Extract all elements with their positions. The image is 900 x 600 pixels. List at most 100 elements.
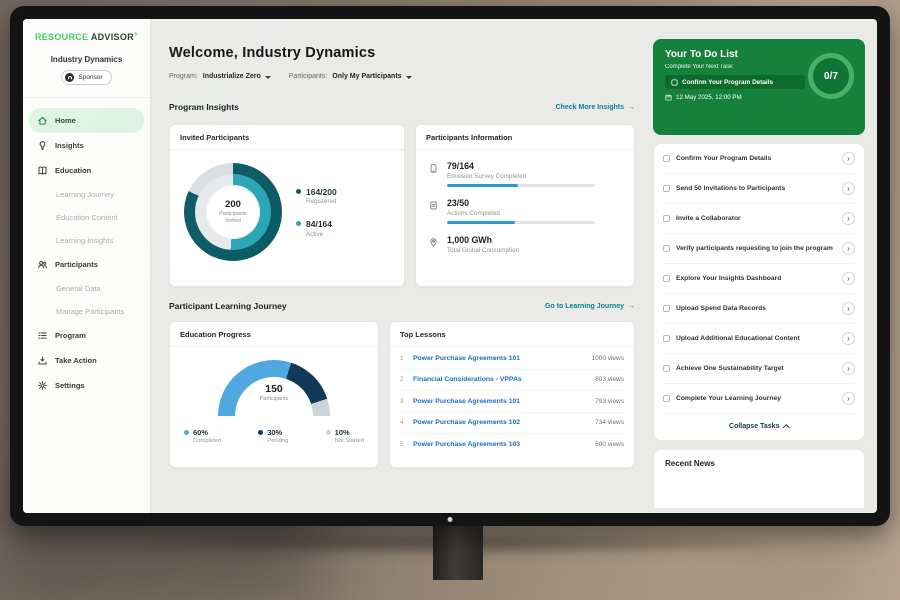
sidebar-item-participants[interactable]: Participants <box>23 252 150 277</box>
legend-dot <box>258 429 264 435</box>
app-logo: RESOURCE ADVISOR+ <box>23 31 150 42</box>
task-checkbox[interactable] <box>663 215 670 222</box>
logo-plus: + <box>133 31 139 38</box>
lesson-link[interactable]: Power Purchase Agreements 102 <box>413 419 521 427</box>
sidebar-item-education[interactable]: Education <box>23 158 150 183</box>
sidebar-item-insights[interactable]: Insights <box>23 133 150 158</box>
card-title: Education Progress <box>170 322 378 347</box>
todo-title: Your To Do List <box>665 49 738 60</box>
sidebar-item-manage-participants[interactable]: Manage Participants <box>23 300 150 323</box>
todo-progress-ring: 0/7 <box>808 53 854 99</box>
donut-center-label: Participants Invited <box>219 211 247 224</box>
task-open-button[interactable]: › <box>842 332 855 345</box>
people-icon <box>37 259 48 270</box>
legend-not-started: 10% Not Started <box>325 428 364 444</box>
task-checkbox[interactable] <box>663 275 670 282</box>
sidebar-item-label: Program <box>55 331 86 340</box>
legend-completed: 60% Completed <box>184 428 221 444</box>
gear-icon <box>37 380 48 391</box>
go-to-learning-journey-link[interactable]: Go to Learning Journey → <box>545 302 635 310</box>
task-row: Complete Your Learning Journey › <box>663 384 855 414</box>
lesson-link[interactable]: Power Purchase Agreements 103 <box>413 441 521 449</box>
learning-journey-header: Participant Learning Journey Go to Learn… <box>169 301 635 311</box>
sidebar-item-education-content[interactable]: Education Content <box>23 206 150 229</box>
task-checkbox[interactable] <box>663 335 670 342</box>
todo-panel: Your To Do List Complete Your Next Task:… <box>653 39 865 508</box>
task-row: Send 50 Invitations to Participants › <box>663 174 855 204</box>
chevron-down-icon <box>264 75 271 79</box>
task-open-button[interactable]: › <box>842 362 855 375</box>
task-checkbox[interactable] <box>663 245 670 252</box>
sidebar-item-label: Settings <box>55 381 85 390</box>
task-checkbox[interactable] <box>663 305 670 312</box>
todo-due-date: 12 May 2025, 12:00 PM <box>665 94 853 101</box>
todo-subtitle: Complete Your Next Task: <box>665 64 734 70</box>
task-open-button[interactable]: › <box>842 302 855 315</box>
task-checkbox[interactable] <box>663 365 670 372</box>
todo-next-task[interactable]: Confirm Your Program Details <box>665 75 805 89</box>
gauge-center: 150 Participants <box>259 383 289 402</box>
list-icon <box>37 330 48 341</box>
lesson-row: 3 Power Purchase Agreements 101 793 view… <box>400 391 624 413</box>
section-title: Participant Learning Journey <box>169 301 287 311</box>
task-checkbox[interactable] <box>663 155 670 162</box>
sidebar-item-learning-insights[interactable]: Learning Insights <box>23 229 150 252</box>
sidebar-item-home[interactable]: Home <box>29 108 144 133</box>
card-title: Invited Participants <box>170 125 404 150</box>
lesson-link[interactable]: Power Purchase Agreements 101 <box>413 354 521 362</box>
download-icon <box>37 355 48 366</box>
card-title: Participants Information <box>416 125 634 150</box>
task-checkbox[interactable] <box>663 185 670 192</box>
sidebar: RESOURCE ADVISOR+ Industry Dynamics Spon… <box>23 19 151 513</box>
task-open-button[interactable]: › <box>842 212 855 225</box>
sidebar-item-label: Learning Journey <box>56 190 114 199</box>
legend-dot <box>296 221 301 226</box>
program-insights-header: Program Insights Check More Insights → <box>169 102 635 112</box>
task-row: Invite a Collaborator › <box>663 204 855 234</box>
check-more-insights-link[interactable]: Check More Insights → <box>555 103 635 111</box>
bulb-icon <box>37 140 48 151</box>
lesson-link[interactable]: Power Purchase Agreements 101 <box>413 397 521 405</box>
task-open-button[interactable]: › <box>842 242 855 255</box>
sidebar-item-label: General Data <box>56 284 101 293</box>
task-open-button[interactable]: › <box>842 392 855 405</box>
calendar-icon <box>665 94 672 101</box>
task-checkbox[interactable] <box>663 395 670 402</box>
sidebar-item-general-data[interactable]: General Data <box>23 277 150 300</box>
sidebar-item-label: Insights <box>55 141 84 150</box>
task-row: Verify participants requesting to join t… <box>663 234 855 264</box>
participants-information-card: Participants Information 79/164 Emission… <box>415 124 635 287</box>
org-name: Industry Dynamics <box>50 55 123 64</box>
sponsor-badge[interactable]: Sponsor <box>61 70 112 85</box>
sidebar-item-take-action[interactable]: Take Action <box>23 348 150 373</box>
task-open-button[interactable]: › <box>842 152 855 165</box>
education-progress-gauge: 150 Participants <box>218 360 330 416</box>
book-icon <box>37 165 48 176</box>
lesson-link[interactable]: Financial Considerations - VPPAs <box>413 376 522 384</box>
sidebar-item-learning-journey[interactable]: Learning Journey <box>23 183 150 206</box>
task-row: Upload Additional Educational Content › <box>663 324 855 354</box>
task-open-button[interactable]: › <box>842 182 855 195</box>
card-title: Top Lessons <box>390 322 634 347</box>
todo-header-card: Your To Do List Complete Your Next Task:… <box>653 39 865 135</box>
donut-center-value: 200 <box>225 199 241 211</box>
sidebar-item-program[interactable]: Program <box>23 323 150 348</box>
arrow-right-icon: → <box>628 103 635 111</box>
survey-icon <box>428 161 439 187</box>
participants-filter-select[interactable]: Only My Participants <box>332 73 412 80</box>
stat-emission-survey: 79/164 Emission Survey Completed <box>428 161 622 187</box>
program-filter-select[interactable]: Industrialize Zero <box>203 73 271 80</box>
sidebar-item-settings[interactable]: Settings <box>23 373 150 398</box>
sidebar-item-label: Take Action <box>55 356 97 365</box>
progress-fill <box>447 220 516 224</box>
invited-participants-donut: 200 Participants Invited <box>184 163 282 261</box>
task-open-button[interactable]: › <box>842 272 855 285</box>
learning-journey-cards: Education Progress 150 Participants <box>169 321 635 468</box>
donut-center: 200 Participants Invited <box>206 185 260 239</box>
logo-advisor: ADVISOR <box>90 32 134 42</box>
sidebar-item-label: Home <box>55 116 76 125</box>
screen: RESOURCE ADVISOR+ Industry Dynamics Spon… <box>23 19 877 513</box>
legend-registered: 164/200 Registered <box>296 187 337 205</box>
sponsor-icon <box>65 73 75 82</box>
collapse-tasks-button[interactable]: Collapse Tasks <box>663 414 855 440</box>
